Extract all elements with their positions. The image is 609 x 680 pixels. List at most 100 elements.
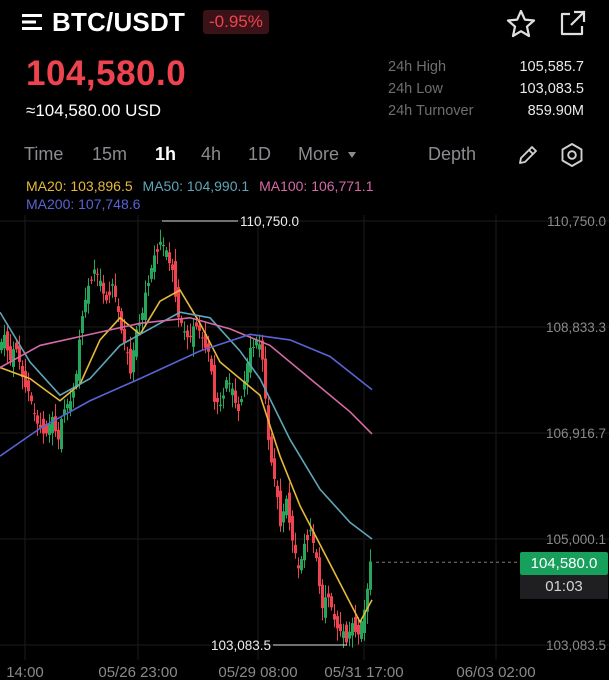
candle-body (189, 335, 192, 338)
x-axis-tick-label: 05/31 17:00 (324, 664, 403, 680)
tab-15m[interactable]: 15m (92, 144, 128, 164)
candle-body (117, 306, 120, 312)
y-axis-tick-label: 108,833.3 (546, 320, 606, 335)
candle-body (129, 348, 132, 374)
candle-body (39, 424, 42, 428)
candle-body (45, 423, 48, 434)
ma50-line (0, 311, 373, 540)
trading-pair[interactable]: BTC/USDT (52, 7, 186, 37)
candle-body (24, 370, 27, 388)
stat-row-low: 24h Low 103,083.5 (388, 78, 584, 100)
candle-body (321, 584, 324, 609)
candle-body (0, 341, 3, 351)
candle-body (99, 280, 102, 286)
candle-body (270, 436, 273, 463)
candle-body (222, 395, 225, 399)
candle-body (144, 292, 147, 320)
candle-body (240, 399, 243, 403)
ma200-line (0, 333, 373, 457)
settings-gear-icon[interactable] (559, 142, 585, 168)
candle-body (9, 346, 12, 361)
y-axis-tick-label: 105,000.1 (546, 532, 606, 547)
candle-body (264, 358, 267, 399)
last-price: 104,580.0 (26, 54, 187, 93)
candle-body (183, 331, 186, 333)
candle-body (132, 350, 135, 373)
candle-body (150, 268, 153, 280)
candle-body (249, 347, 252, 373)
x-axis-tick-label: 14:00 (6, 664, 44, 680)
candle-body (354, 616, 357, 632)
candle-body (195, 322, 198, 327)
candle-countdown: 01:03 (520, 575, 608, 599)
candle-body (198, 325, 201, 331)
tab-1d[interactable]: 1D (248, 144, 272, 164)
candle-body (327, 593, 330, 598)
candle-body (294, 544, 297, 554)
candlestick-chart[interactable]: 110,750.0 103,083.5 110,750.0 108,833.3 106,… (0, 215, 609, 680)
candle-body (213, 364, 216, 402)
candle-body (105, 294, 108, 301)
stats-panel: 24h High 105,585.7 24h Low 103,083.5 24h… (388, 56, 584, 122)
stat-label: 24h Low (388, 81, 443, 97)
candle-body (78, 339, 81, 381)
candle-body (258, 344, 261, 350)
candle-body (285, 498, 288, 516)
candle-body (216, 397, 219, 403)
candle-body (291, 515, 294, 541)
ma-legend: MA20: 103,896.5 MA50: 104,990.1 MA100: 1… (26, 177, 379, 213)
chart-canvas[interactable]: 110,750.0 103,083.5 110,750.0 108,833.3 106,… (0, 215, 609, 680)
candle-body (246, 363, 249, 383)
menu-icon[interactable] (22, 14, 44, 30)
stat-value: 105,585.7 (519, 59, 584, 75)
stat-value: 859.90M (527, 103, 584, 119)
candle-body (336, 616, 339, 629)
candle-body (171, 264, 174, 271)
candle-body (123, 328, 126, 343)
candle-body (87, 285, 90, 304)
candle-body (15, 342, 18, 350)
candle-body (63, 409, 66, 416)
candle-body (102, 282, 105, 294)
candle-body (348, 631, 351, 639)
pencil-icon[interactable] (516, 143, 540, 167)
last-price-tag: 104,580.0 (520, 552, 608, 575)
favorite-star-icon[interactable] (506, 9, 536, 39)
candle-body (318, 557, 321, 587)
candle-body (6, 331, 9, 351)
tab-more[interactable]: More (298, 144, 357, 165)
stat-label: 24h High (388, 59, 447, 75)
candle-body (243, 380, 246, 390)
candle-body (135, 329, 138, 357)
candle-body (204, 334, 207, 348)
candle-body (231, 388, 234, 396)
candle-body (93, 269, 96, 274)
candle-body (297, 565, 300, 569)
candle-body (234, 390, 237, 403)
header: BTC/USDT -0.95% (0, 0, 609, 50)
candle-body (114, 285, 117, 297)
candle-body (21, 365, 24, 378)
candle-body (90, 279, 93, 281)
candle-body (27, 380, 30, 392)
candle-body (237, 404, 240, 412)
candle-body (108, 291, 111, 296)
ma200-label: MA200: 107,748.6 (26, 196, 141, 212)
share-external-icon[interactable] (557, 9, 587, 39)
candle-body (120, 311, 123, 331)
candle-body (60, 418, 63, 450)
candle-body (84, 299, 87, 313)
candle-body (81, 316, 84, 333)
candle-body (12, 349, 15, 368)
ma-row-2: MA200: 107,748.6 (26, 195, 379, 213)
tab-1h[interactable]: 1h (155, 144, 177, 164)
candle-body (282, 511, 285, 523)
tab-time[interactable]: Time (24, 144, 64, 164)
candle-body (219, 404, 222, 406)
tab-4h[interactable]: 4h (201, 144, 222, 164)
candle-body (228, 383, 231, 385)
tab-depth[interactable]: Depth (428, 144, 477, 164)
candle-body (288, 492, 291, 523)
candle-body (357, 625, 360, 635)
candle-body (303, 543, 306, 561)
